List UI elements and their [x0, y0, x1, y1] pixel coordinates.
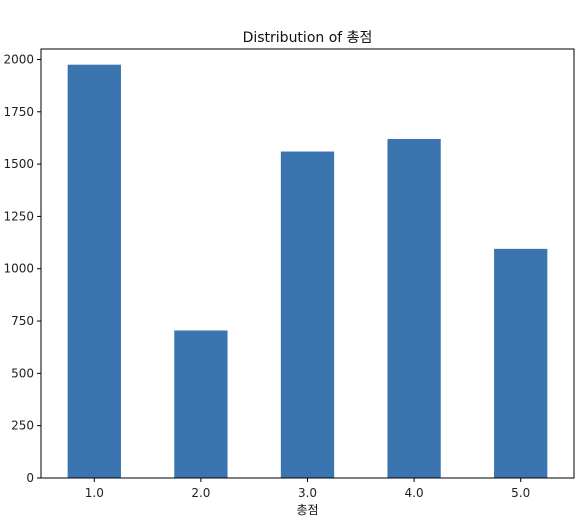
y-tick-label: 1000	[3, 262, 34, 276]
x-tick-label: 4.0	[405, 486, 424, 500]
bar-1.0	[67, 64, 121, 478]
x-axis: 1.0 2.0 3.0 4.0 5.0	[85, 478, 530, 500]
y-tick-label: 250	[11, 419, 34, 433]
y-tick-label: 750	[11, 314, 34, 328]
y-axis: 0 250 500 750 1000 1250 1500 1750 2000	[3, 52, 41, 485]
bar-3.0	[280, 151, 335, 479]
x-tick-label: 5.0	[511, 486, 530, 500]
x-axis-label: 총점	[296, 503, 318, 517]
bar-5.0	[494, 248, 548, 478]
x-tick-label: 1.0	[85, 486, 104, 500]
y-tick-label: 2000	[3, 52, 34, 66]
plot-frame	[40, 48, 575, 479]
bars-group	[67, 64, 548, 479]
y-tick-label: 1250	[3, 209, 34, 223]
y-tick-label: 1500	[3, 157, 34, 171]
bar-2.0	[174, 330, 228, 478]
bar-4.0	[387, 138, 441, 479]
x-tick-label: 2.0	[191, 486, 210, 500]
y-tick-label: 1750	[3, 105, 34, 119]
x-tick-label: 3.0	[298, 486, 317, 500]
y-tick-label: 0	[26, 471, 34, 485]
chart-title: Distribution of 총점	[243, 30, 373, 46]
y-tick-label: 500	[11, 366, 34, 380]
